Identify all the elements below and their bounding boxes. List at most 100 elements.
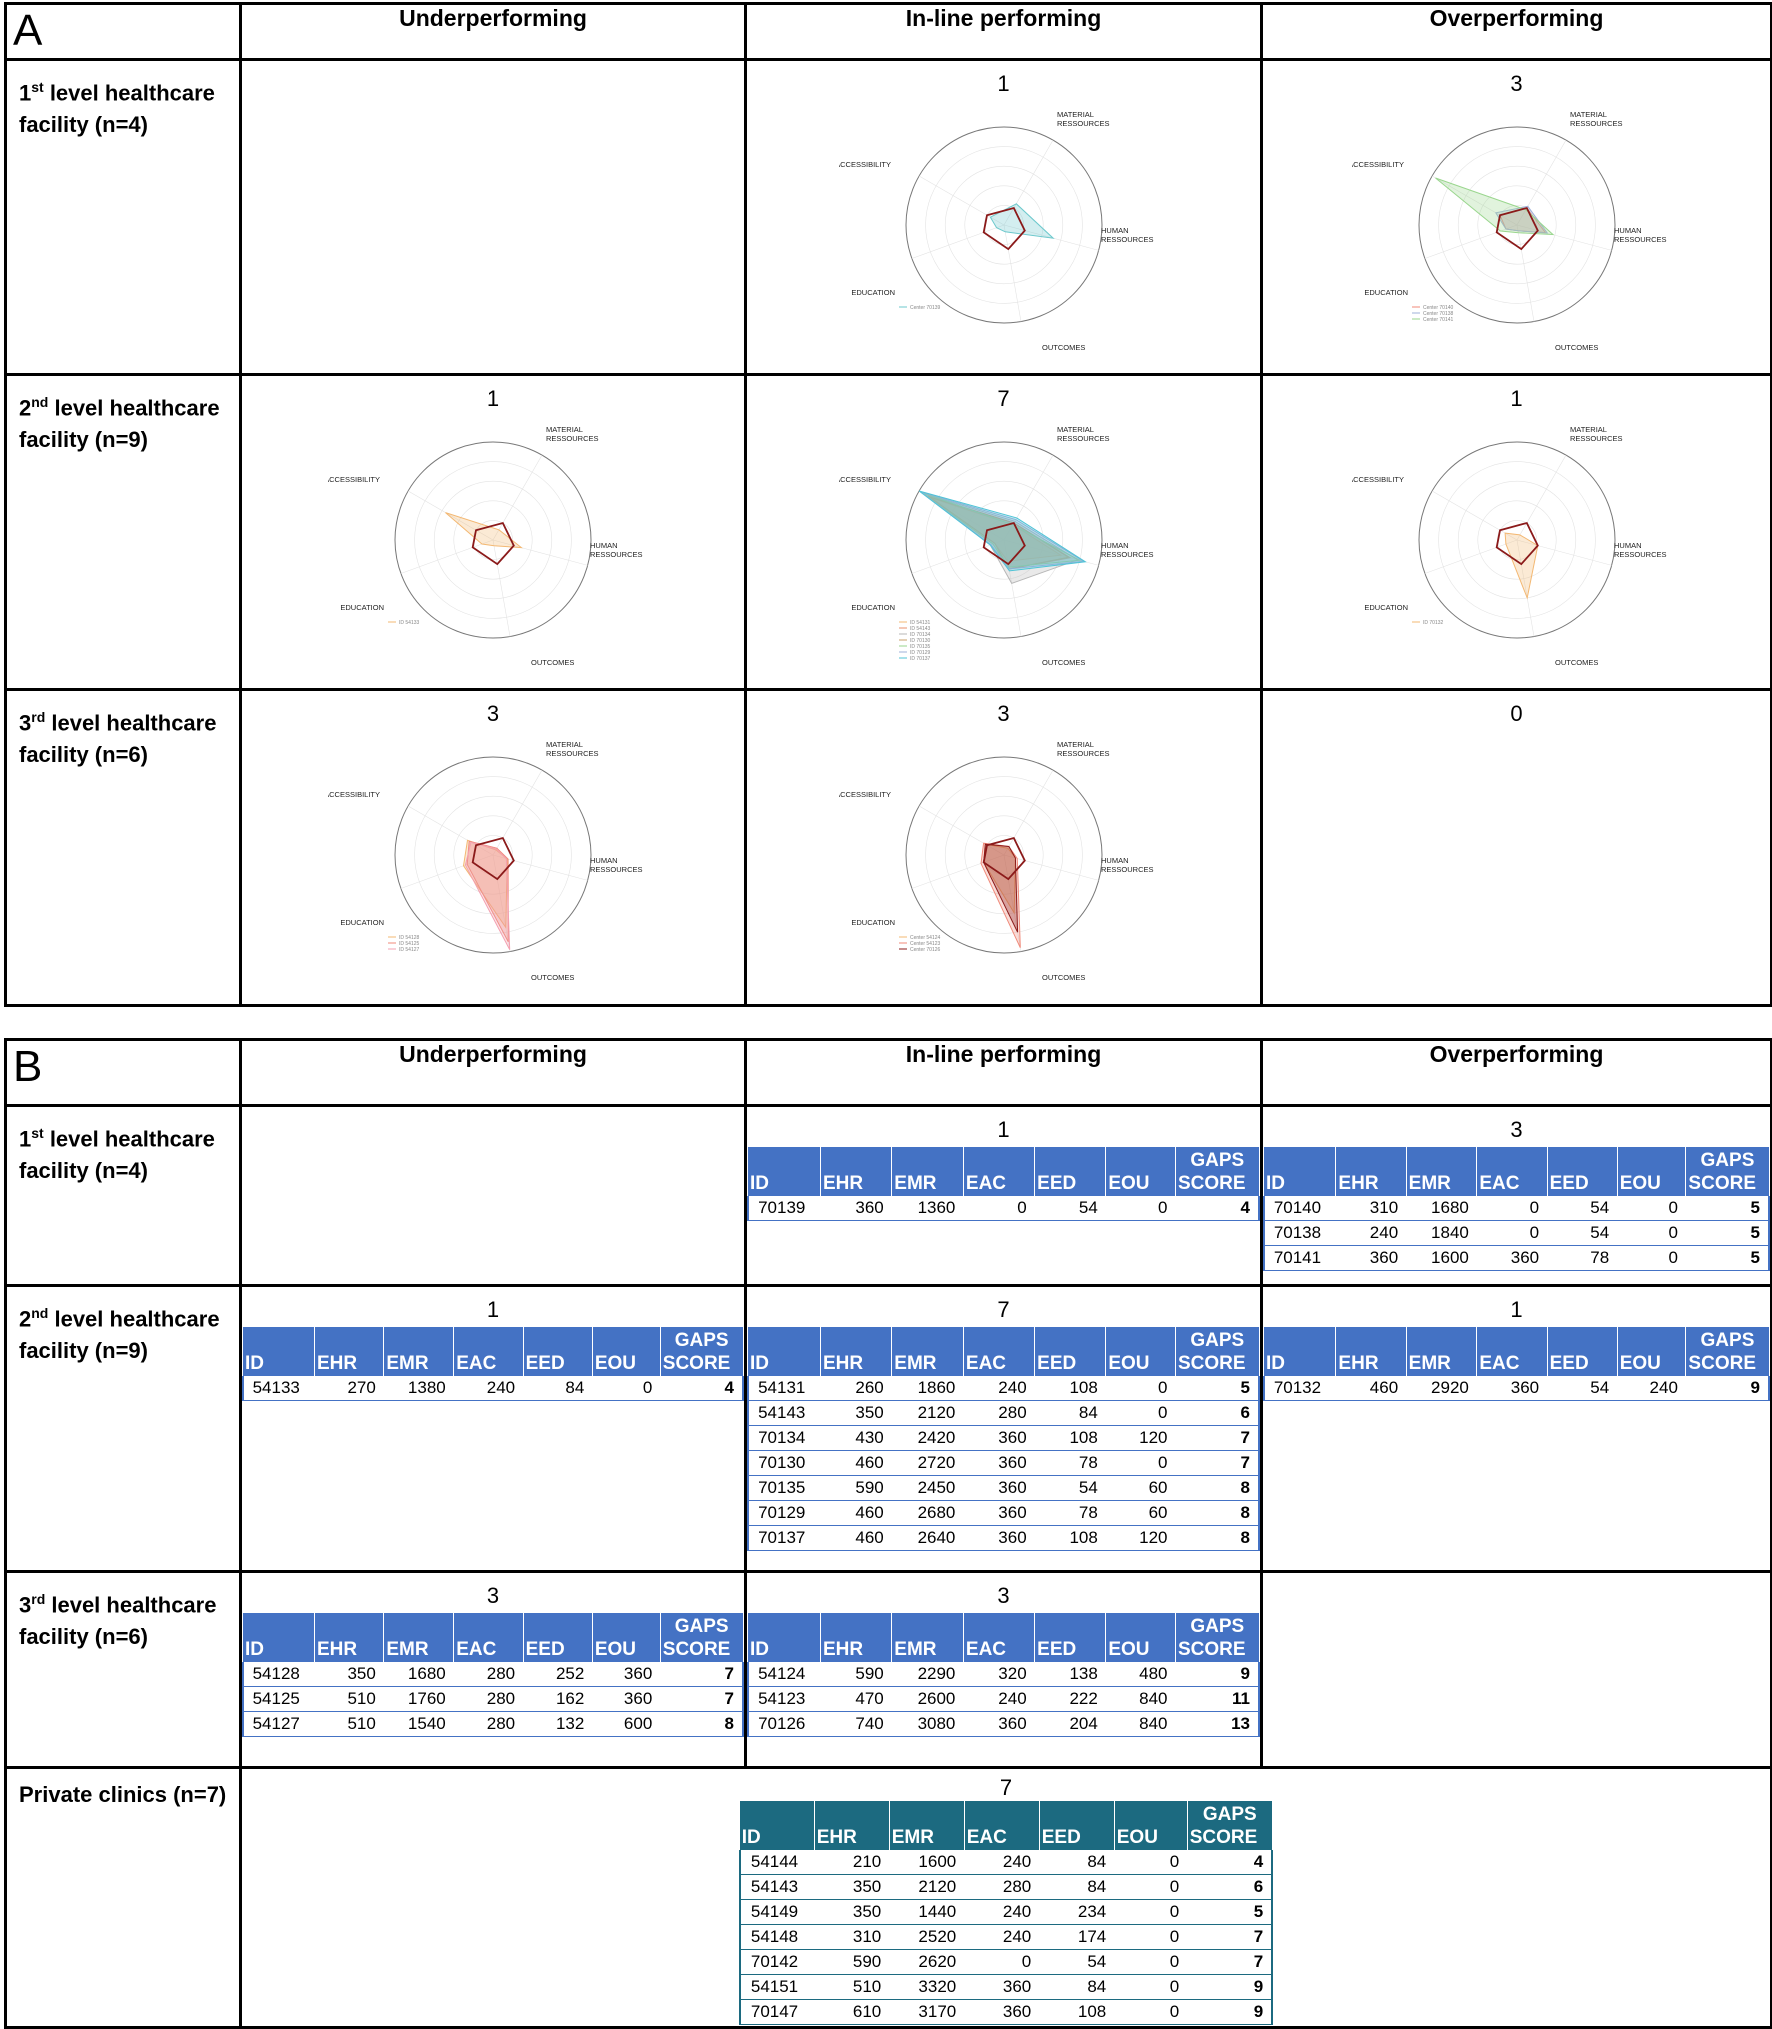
table-cell: 2680 (891, 1500, 964, 1526)
table-cell: 1860 (891, 1376, 964, 1401)
radar-series (979, 842, 1021, 948)
table-header: EMR (1406, 1147, 1478, 1196)
radar-grid-ring (944, 480, 1063, 600)
table-cell: 54131 (746, 1376, 821, 1401)
table-cell: 5 (1175, 1376, 1260, 1401)
table-cell: 204 (1034, 1711, 1106, 1737)
radar-grid-ring (944, 165, 1063, 285)
radar-legend-label: Center 70140 (1423, 305, 1454, 311)
table-cell: 0 (1114, 1999, 1188, 2025)
table-cell: 0 (592, 1376, 661, 1401)
panel-b-grid: B Underperforming In-line performing Ove… (4, 1038, 1772, 2029)
radar-legend-label: ID 54127 (399, 947, 420, 953)
table-cell: 0 (1114, 1949, 1188, 1975)
radar-axis-label: RESSOURCES (1057, 434, 1110, 443)
radar-axis-label: ACCESSIBILITY (1352, 475, 1404, 484)
radar-legend-label: ID 70132 (1423, 620, 1444, 626)
table-header: EHR (1335, 1327, 1407, 1376)
radar-chart: MATERIALRESSOURCESHUMANRESSOURCESOUTCOME… (839, 110, 1154, 352)
radar-axis-label: OUTCOMES (531, 658, 574, 667)
radar-chart: MATERIALRESSOURCESHUMANRESSOURCESOUTCOME… (328, 425, 643, 667)
table-cell: 350 (820, 1400, 892, 1426)
radar-legend-label: ID 70130 (910, 638, 931, 644)
radar-grid-ring (924, 146, 1083, 304)
radar-grid-ring (1437, 146, 1596, 304)
table-cell: 3320 (889, 1974, 965, 2000)
table-cell: 70140 (1263, 1196, 1336, 1221)
radar-axis-label: RESSOURCES (1101, 865, 1154, 874)
table-cell: 54 (1547, 1220, 1618, 1246)
table-header: EOU (1617, 1327, 1687, 1376)
table-row: 70139 360 1360 0 54 0 4 (746, 1196, 1260, 1221)
radar-spoke (911, 854, 1004, 889)
radar-spoke (1516, 224, 1534, 322)
table-header-gaps-score: GAPS SCORE (1187, 1801, 1273, 1850)
cell-b (239, 1104, 747, 1287)
radar-grid-ring (433, 480, 553, 600)
table-cell: 240 (963, 1376, 1035, 1401)
table-cell: 240 (963, 1686, 1035, 1712)
gaps-table: ID EHR EMR EAC EED EOU GAPS SCORE 54133 270 1380 24… (241, 1327, 744, 1401)
table-cell: 240 (964, 1899, 1040, 1925)
table-header: EHR (1335, 1147, 1407, 1196)
cell-a-1-over: 3 MATERIAL RESSOURCES HUMAN RESSOURCES OUTCOM… (1260, 58, 1772, 376)
radar-series (982, 843, 1018, 933)
row-label: 3rd level healthcare facility (n=6) (4, 1570, 242, 1769)
table-row: 54125 510 1760 280 162 360 7 (241, 1686, 744, 1712)
table-cell: 9 (1175, 1662, 1260, 1687)
table-header: EOU (1114, 1801, 1188, 1850)
table-header: EOU (1617, 1147, 1687, 1196)
table-cell: 840 (1105, 1686, 1176, 1712)
table-header: EAC (963, 1613, 1036, 1662)
table-header: EOU (592, 1327, 661, 1376)
table-cell: 0 (1114, 1974, 1188, 2000)
table-cell: 54 (1547, 1196, 1618, 1221)
radar-axis-label: RESSOURCES (1614, 550, 1667, 559)
radar-reference (982, 206, 1026, 251)
table-cell: 60 (1105, 1475, 1176, 1501)
row-label-private: Private clinics (n=7) (4, 1766, 242, 2029)
table-cell: 70132 (1263, 1376, 1336, 1401)
radar-spoke (407, 805, 494, 856)
cell-b: 3 ID EHR EMR EAC EED EOU GAPS SCORE 54124 590 2290 3… (744, 1570, 1263, 1769)
radar-chart: MATERIALRESSOURCESHUMANRESSOURCESOUTCOME… (1352, 425, 1667, 667)
table-cell: 54127 (241, 1711, 315, 1737)
table-cell: 84 (523, 1376, 593, 1401)
table-cell: 610 (814, 1999, 890, 2025)
table-header: ID (748, 1613, 821, 1662)
cell-b: 7 ID EHR EMR EAC EED EOU GAPS SCORE 54131 260 1860 2… (744, 1284, 1263, 1573)
table-cell: 0 (1114, 1899, 1188, 1925)
table-header: EMR (383, 1613, 455, 1662)
gaps-table: ID EHR EMR EAC EED EOU GAPS SCORE 54144 210 1600 24… (738, 1801, 1274, 2025)
cell-a-3-inline: 3 MATERIAL RESSOURCES HUMAN RESSOURCES OUTCOM… (744, 688, 1263, 1007)
table-header: EOU (1105, 1147, 1176, 1196)
radar-grid-ring (1457, 165, 1576, 285)
radar-axis-label: RESSOURCES (1101, 550, 1154, 559)
radar-legend-label: Center 70126 (910, 947, 941, 953)
table-cell: 7 (1175, 1425, 1260, 1451)
table-row: 70134 430 2420 360 108 120 7 (746, 1425, 1260, 1451)
radar-spoke (1003, 454, 1053, 541)
table-header: EED (1034, 1147, 1107, 1196)
radar-axis-label: RESSOURCES (590, 550, 643, 559)
col-header-overperforming: Overperforming (1260, 2, 1772, 61)
radar-legend-label: Center 54124 (910, 935, 941, 941)
radar-series (1434, 177, 1554, 236)
radar-axis-label: ACCESSIBILITY (839, 790, 891, 799)
table-cell: 2920 (1406, 1376, 1477, 1401)
table-row: 70130 460 2720 360 78 0 7 (746, 1450, 1260, 1476)
radar-outer-ring (1418, 441, 1615, 639)
radar-axis-label: RESSOURCES (1057, 749, 1110, 758)
radar-axis-label: HUMAN (1101, 541, 1129, 550)
table-cell: 510 (814, 1974, 890, 2000)
table-cell: 54151 (738, 1974, 815, 2000)
radar-spoke (1431, 175, 1517, 226)
table-cell: 54 (1034, 1475, 1106, 1501)
radar-grid-ring (453, 815, 533, 895)
table-cell: 360 (1476, 1245, 1548, 1271)
panel-a-corner: A (4, 2, 242, 61)
radar-spoke (407, 490, 494, 541)
table-cell: 240 (964, 1924, 1040, 1950)
table-cell: 70135 (746, 1475, 821, 1501)
radar-axis-label: ACCESSIBILITY (839, 475, 891, 484)
